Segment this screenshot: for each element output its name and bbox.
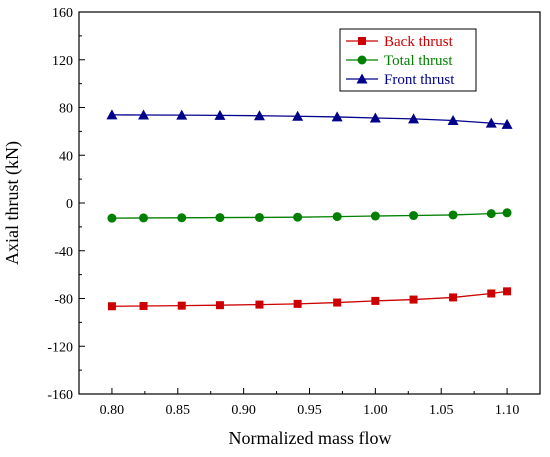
data-point — [449, 293, 458, 302]
data-point — [487, 289, 496, 298]
x-axis-title: Normalized mass flow — [229, 428, 392, 448]
legend-item: Back thrust — [346, 34, 454, 50]
legend-label: Front thrust — [384, 72, 455, 88]
legend-marker — [356, 73, 368, 84]
data-point — [408, 113, 420, 124]
data-point — [501, 118, 513, 129]
series-line — [111, 114, 508, 125]
x-tick-label: 0.95 — [297, 403, 322, 418]
data-point — [107, 302, 116, 311]
series-line — [111, 212, 508, 219]
data-point — [293, 212, 303, 222]
y-tick-label: -80 — [54, 293, 73, 308]
series-back-thrust — [107, 287, 512, 311]
y-tick-label: 40 — [59, 149, 73, 164]
y-tick-label: 120 — [52, 54, 73, 69]
data-point — [177, 301, 186, 310]
y-tick-label: -40 — [54, 245, 73, 260]
data-point — [332, 212, 342, 222]
legend-label: Total thrust — [384, 53, 453, 69]
data-point — [292, 110, 304, 121]
legend: Back thrust Total thrust Front thrust — [339, 28, 477, 92]
data-point — [139, 302, 148, 311]
data-point — [255, 300, 264, 309]
data-point — [448, 210, 458, 220]
legend-item: Front thrust — [346, 72, 455, 88]
data-point — [331, 111, 343, 122]
y-tick-label: -160 — [47, 388, 73, 403]
data-point — [106, 109, 118, 120]
x-tick-label: 0.90 — [231, 403, 256, 418]
x-tick-label: 1.10 — [495, 403, 520, 418]
data-point — [485, 117, 497, 128]
x-tick-label: 1.00 — [363, 403, 388, 418]
data-point — [503, 287, 512, 296]
data-point — [214, 109, 226, 120]
y-tick-label: 160 — [52, 6, 73, 21]
data-point — [293, 299, 302, 308]
x-tick-label: 0.80 — [100, 403, 125, 418]
y-axis-title: Axial thrust (kN) — [2, 141, 23, 265]
data-point — [139, 213, 149, 223]
series-total-thrust — [107, 208, 512, 223]
legend-marker — [358, 37, 366, 45]
data-point — [447, 115, 459, 126]
data-point — [254, 212, 264, 222]
series-line — [111, 290, 508, 307]
data-point — [486, 209, 496, 219]
data-point — [176, 109, 188, 120]
y-tick-label: 80 — [59, 102, 73, 117]
x-tick-label: 0.85 — [166, 403, 191, 418]
y-tick-label: -120 — [47, 340, 73, 355]
data-point — [177, 213, 187, 223]
data-point — [138, 109, 150, 120]
data-point — [409, 211, 419, 221]
data-point — [409, 295, 418, 304]
data-point — [333, 298, 342, 307]
axis-ticks: -160 -120 -80 -40 0 40 80 120 160 0.80 0.85 0.90 0.9… — [47, 6, 541, 418]
x-tick-label: 1.05 — [429, 403, 454, 418]
data-point — [107, 213, 117, 223]
legend-label: Back thrust — [384, 34, 454, 50]
data-point — [215, 301, 224, 310]
data-point — [215, 213, 225, 223]
data-point — [370, 211, 380, 221]
series-layer — [106, 109, 513, 311]
data-point — [502, 208, 512, 218]
y-tick-label: 0 — [66, 197, 73, 212]
series-front-thrust — [106, 109, 513, 129]
data-point — [369, 112, 381, 123]
legend-marker — [357, 55, 367, 65]
data-point — [371, 296, 380, 305]
legend-items: Back thrust Total thrust Front thrust — [346, 34, 455, 88]
data-point — [253, 110, 265, 121]
legend-item: Total thrust — [346, 53, 453, 69]
